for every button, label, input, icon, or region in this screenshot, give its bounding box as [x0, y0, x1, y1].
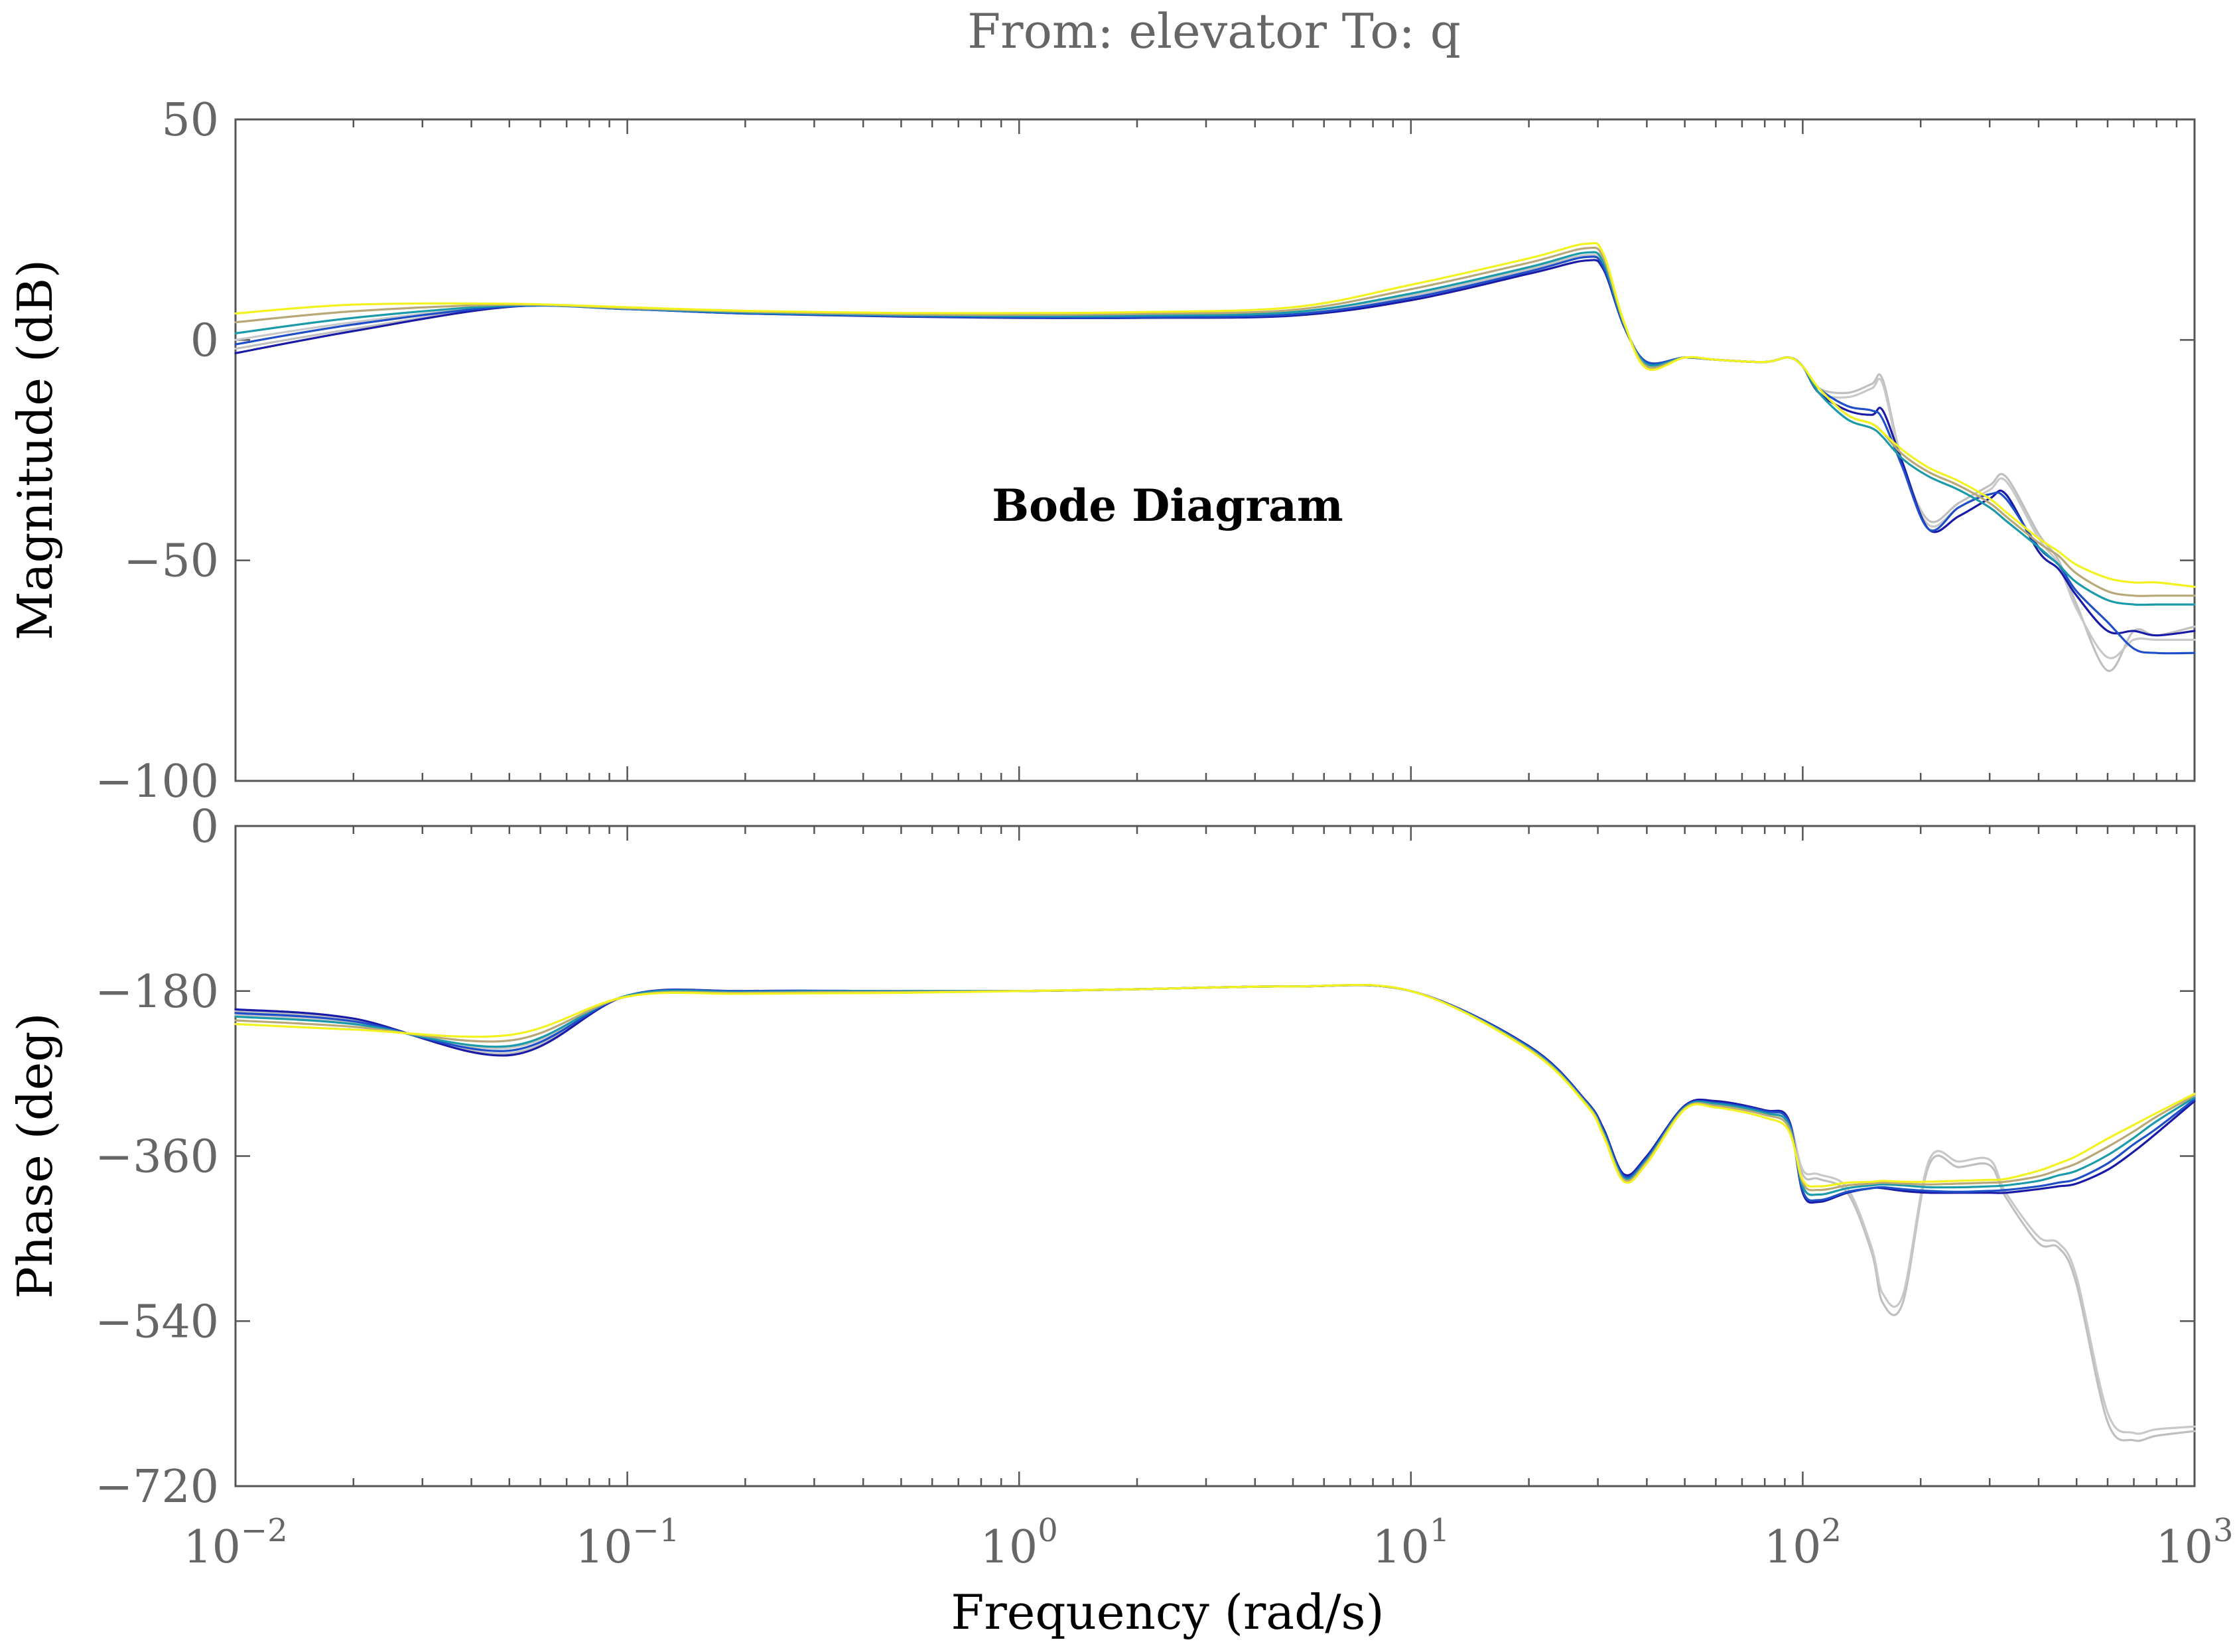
magnitude-axis-ticks [234, 118, 2195, 782]
x-tick-label: 10−2 [183, 1512, 287, 1574]
magnitude-series-model-5 [234, 241, 2196, 588]
phase-curves [234, 983, 2196, 1442]
magnitude-plot-frame [234, 118, 2196, 782]
y-tick-label: 50 [161, 94, 219, 147]
phase-series-model-2 [234, 984, 2196, 1202]
y-tick-label: −360 [95, 1131, 219, 1184]
chart-title: From: elevator To: q [967, 3, 1461, 59]
phase-y-axis-label: Phase (deg) [7, 1012, 63, 1298]
x-tick-label: 101 [1372, 1512, 1450, 1574]
phase-axis-ticks [234, 825, 2195, 1487]
x-tick-label: 100 [981, 1512, 1058, 1574]
phase-panel: 0 −180 −360 −540 −720 Phase (deg) [7, 801, 2196, 1513]
phase-series-model-6 [234, 984, 2196, 1442]
y-tick-label: −180 [95, 966, 219, 1018]
phase-series-model-3 [234, 984, 2196, 1196]
y-tick-label: −50 [123, 535, 219, 588]
magnitude-curves [234, 241, 2196, 672]
magnitude-y-axis-label: Magnitude (dB) [7, 259, 63, 640]
phase-y-tick-labels: 0 −180 −360 −540 −720 [95, 801, 219, 1513]
magnitude-panel: 50 0 −50 −100 Magnitude (dB) Bode Diagram [7, 94, 2196, 808]
x-tick-label: 103 [2155, 1512, 2233, 1574]
x-tick-label: 10−1 [575, 1512, 679, 1574]
y-tick-label: 0 [190, 801, 219, 853]
magnitude-series-model-4 [234, 246, 2196, 597]
phase-series-model-1 [234, 984, 2196, 1204]
x-axis-label: Frequency (rad/s) [951, 1584, 1384, 1640]
phase-series-model-7 [234, 984, 2196, 1435]
x-tick-labels: 10−2 10−1 100 101 102 103 [183, 1512, 2233, 1574]
y-tick-label: −100 [95, 756, 219, 808]
y-tick-label: −540 [95, 1296, 219, 1348]
y-tick-label: 0 [190, 314, 219, 367]
bode-diagram-annotation: Bode Diagram [992, 480, 1343, 531]
x-tick-label: 102 [1764, 1512, 1842, 1574]
magnitude-y-tick-labels: 50 0 −50 −100 [95, 94, 219, 808]
phase-series-model-4 [234, 984, 2196, 1192]
y-tick-label: −720 [95, 1461, 219, 1513]
phase-series-model-5 [234, 983, 2196, 1188]
phase-plot-frame [234, 825, 2196, 1487]
